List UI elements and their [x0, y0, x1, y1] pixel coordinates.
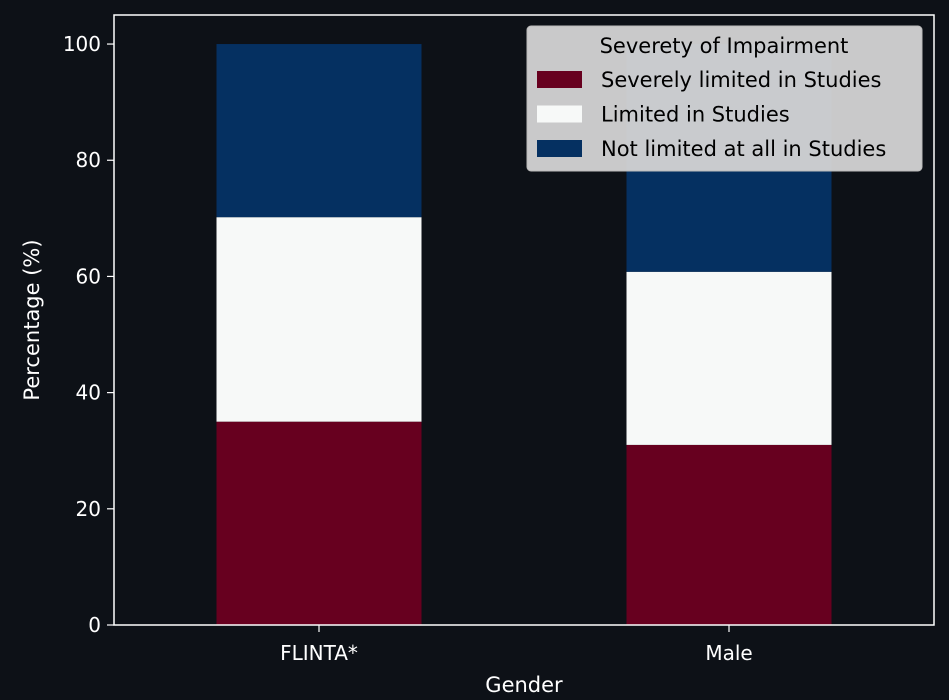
y-axis-label: Percentage (%) [20, 239, 44, 400]
plot-frame [113, 14, 935, 626]
legend-entries: Severely limited in Studies Limited in St… [537, 68, 886, 161]
legend-swatch-1 [537, 105, 582, 123]
x-ticks-group: FLINTA* Male [280, 625, 753, 665]
y-tick-label: 40 [76, 381, 101, 405]
y-tick-label: 0 [88, 613, 101, 637]
legend-label-0: Severely limited in Studies [601, 68, 881, 92]
y-tick-label: 80 [76, 148, 101, 172]
legend-swatch-2 [537, 140, 582, 157]
y-tick-label: 20 [76, 497, 101, 521]
y-ticks-group: 0 20 40 60 80 100 [63, 32, 114, 637]
legend-box [526, 25, 923, 172]
y-tick-label: 100 [63, 32, 101, 56]
bar-male-series-0 [626, 444, 832, 625]
x-axis-label: Gender [485, 673, 563, 697]
bar-flinta-series-2 [216, 44, 422, 218]
legend-label-2: Not limited at all in Studies [601, 137, 886, 161]
x-tick-label: Male [705, 641, 752, 665]
legend: Severety of Impairment Severely limited … [526, 25, 923, 172]
bar-flinta-series-0 [216, 421, 422, 625]
y-tick-label: 60 [76, 264, 101, 288]
legend-label-1: Limited in Studies [601, 103, 790, 127]
bar-male-series-1 [626, 271, 832, 445]
legend-title: Severety of Impairment [600, 34, 849, 58]
axes-group [113, 14, 935, 626]
bar-flinta-series-1 [216, 217, 422, 422]
bars-group [216, 44, 832, 625]
legend-swatch-0 [537, 71, 582, 88]
x-tick-label: FLINTA* [280, 641, 358, 665]
